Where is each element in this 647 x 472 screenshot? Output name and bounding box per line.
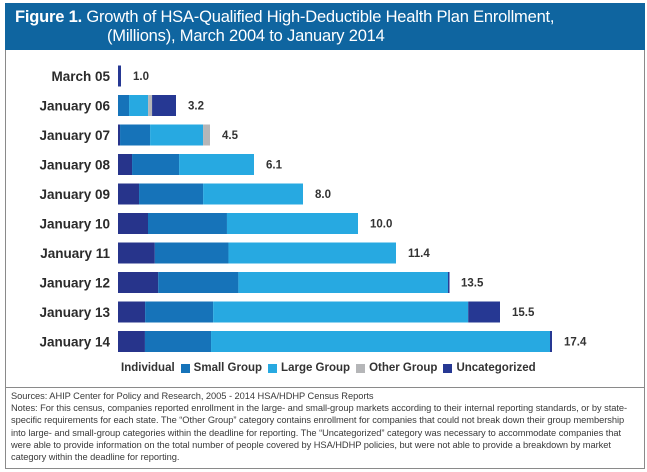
bar-segment-large-group (179, 154, 254, 175)
category-label: January 09 (39, 187, 110, 202)
legend-item-individual: Individual (121, 362, 175, 374)
bar-segment-uncategorized (468, 301, 500, 323)
bar-segment-small-group (120, 124, 151, 146)
bar-row-january-08: January 08 6.1 (39, 154, 283, 175)
bar-segment-uncategorized (550, 331, 552, 352)
bar-segment-large-group (150, 124, 204, 146)
total-value-label: 3.2 (188, 101, 204, 113)
bar-segment-large-group (226, 213, 358, 234)
bar-segment-small-group (139, 183, 204, 205)
notes-divider (5, 387, 645, 388)
bar-segment-small-group (132, 154, 180, 175)
bar-segment-small-group (144, 331, 212, 352)
sources-text: Sources: AHIP Center for Policy and Rese… (11, 391, 374, 401)
bar-segment-individual (118, 124, 121, 146)
category-label: March 05 (51, 69, 110, 84)
legend-label: Other Group (369, 362, 438, 374)
legend-swatch (268, 363, 278, 373)
legend-swatch (443, 363, 453, 373)
total-value-label: 6.1 (266, 160, 283, 172)
legend-item-other-group: Other Group (356, 362, 437, 374)
bar-row-january-07: January 07 4.5 (39, 124, 239, 146)
bar-segment-individual (118, 301, 146, 323)
legend-item-uncategorized: Uncategorized (443, 362, 536, 374)
bar-segment-large-group (129, 95, 149, 116)
category-label: January 14 (39, 335, 110, 350)
category-label: January 06 (39, 99, 110, 114)
legend-swatch (180, 363, 190, 373)
legend-label: Uncategorized (456, 362, 536, 374)
bar-segment-individual (118, 183, 140, 205)
bar-segment-individual (118, 272, 159, 293)
total-value-label: 1.0 (133, 71, 149, 83)
legend: Individual Small Group Large Group Other… (121, 360, 542, 376)
bar-segment-other-group (203, 124, 210, 146)
title-line-1: Growth of HSA-Qualified High-Deductible … (86, 8, 555, 26)
category-label: January 08 (39, 158, 110, 173)
bar-row-january-10: January 10 10.0 (39, 213, 392, 234)
bar-segment-small-group (158, 272, 239, 293)
total-value-label: 13.5 (461, 278, 484, 290)
bar-segment-individual (118, 242, 155, 264)
total-value-label: 4.5 (222, 130, 239, 142)
bar-row-january-14: January 14 17.4 (39, 331, 587, 352)
bar-row-january-11: January 11 11.4 (40, 242, 430, 264)
bar-segment-uncategorized (152, 95, 176, 116)
bar-row-january-09: January 09 8.0 (39, 183, 331, 205)
bar-segment-small-group (145, 301, 214, 323)
bar-segment-large-group (213, 301, 469, 323)
legend-item-small-group: Small Group (180, 362, 263, 374)
bar-row-march-05: March 05 1.0 (51, 65, 149, 87)
title-line-2: (Millions), March 2004 to January 2014 (107, 27, 385, 45)
bar-segment-individual (118, 154, 133, 175)
bar-segment-individual (118, 213, 148, 234)
bar-segment-large-group (238, 272, 449, 293)
bar-segment-large-group (203, 183, 303, 205)
category-label: January 13 (39, 305, 110, 320)
total-value-label: 17.4 (564, 337, 587, 349)
bar-row-january-06: January 06 3.2 (39, 95, 204, 116)
bar-row-january-12: January 12 13.5 (39, 272, 484, 293)
legend-item-large-group: Large Group (268, 362, 350, 374)
notes-text: Notes: For this census, companies report… (11, 403, 628, 463)
legend-swatch (356, 363, 366, 373)
total-value-label: 15.5 (512, 307, 535, 319)
bar-segment-large-group (228, 242, 396, 264)
bar-row-january-13: January 13 15.5 (39, 301, 535, 323)
category-label: January 10 (39, 217, 110, 232)
bar-segment-large-group (211, 331, 551, 352)
bar-segment-individual (118, 331, 145, 352)
total-value-label: 11.4 (408, 248, 430, 260)
bar-segment-uncategorized (448, 272, 450, 293)
bar-segment-small-group (154, 242, 229, 264)
legend-label: Large Group (281, 362, 351, 374)
category-label: January 12 (39, 276, 110, 291)
bar-segment-small-group (118, 95, 130, 116)
notes-section: Sources: AHIP Center for Policy and Rese… (11, 390, 641, 463)
total-value-label: 10.0 (370, 219, 392, 231)
figure-label: Figure 1. (15, 8, 82, 26)
total-value-label: 8.0 (315, 189, 331, 201)
legend-label: Small Group (193, 362, 263, 374)
category-label: January 11 (40, 246, 110, 261)
category-label: January 07 (39, 128, 110, 143)
legend-label: Individual (121, 362, 175, 374)
bar-segment-uncategorized (118, 65, 121, 87)
bar-segment-small-group (148, 213, 227, 234)
figure-title: Figure 1. Growth of HSA-Qualified High-D… (5, 3, 645, 50)
bar-segment-other-group (148, 95, 153, 116)
